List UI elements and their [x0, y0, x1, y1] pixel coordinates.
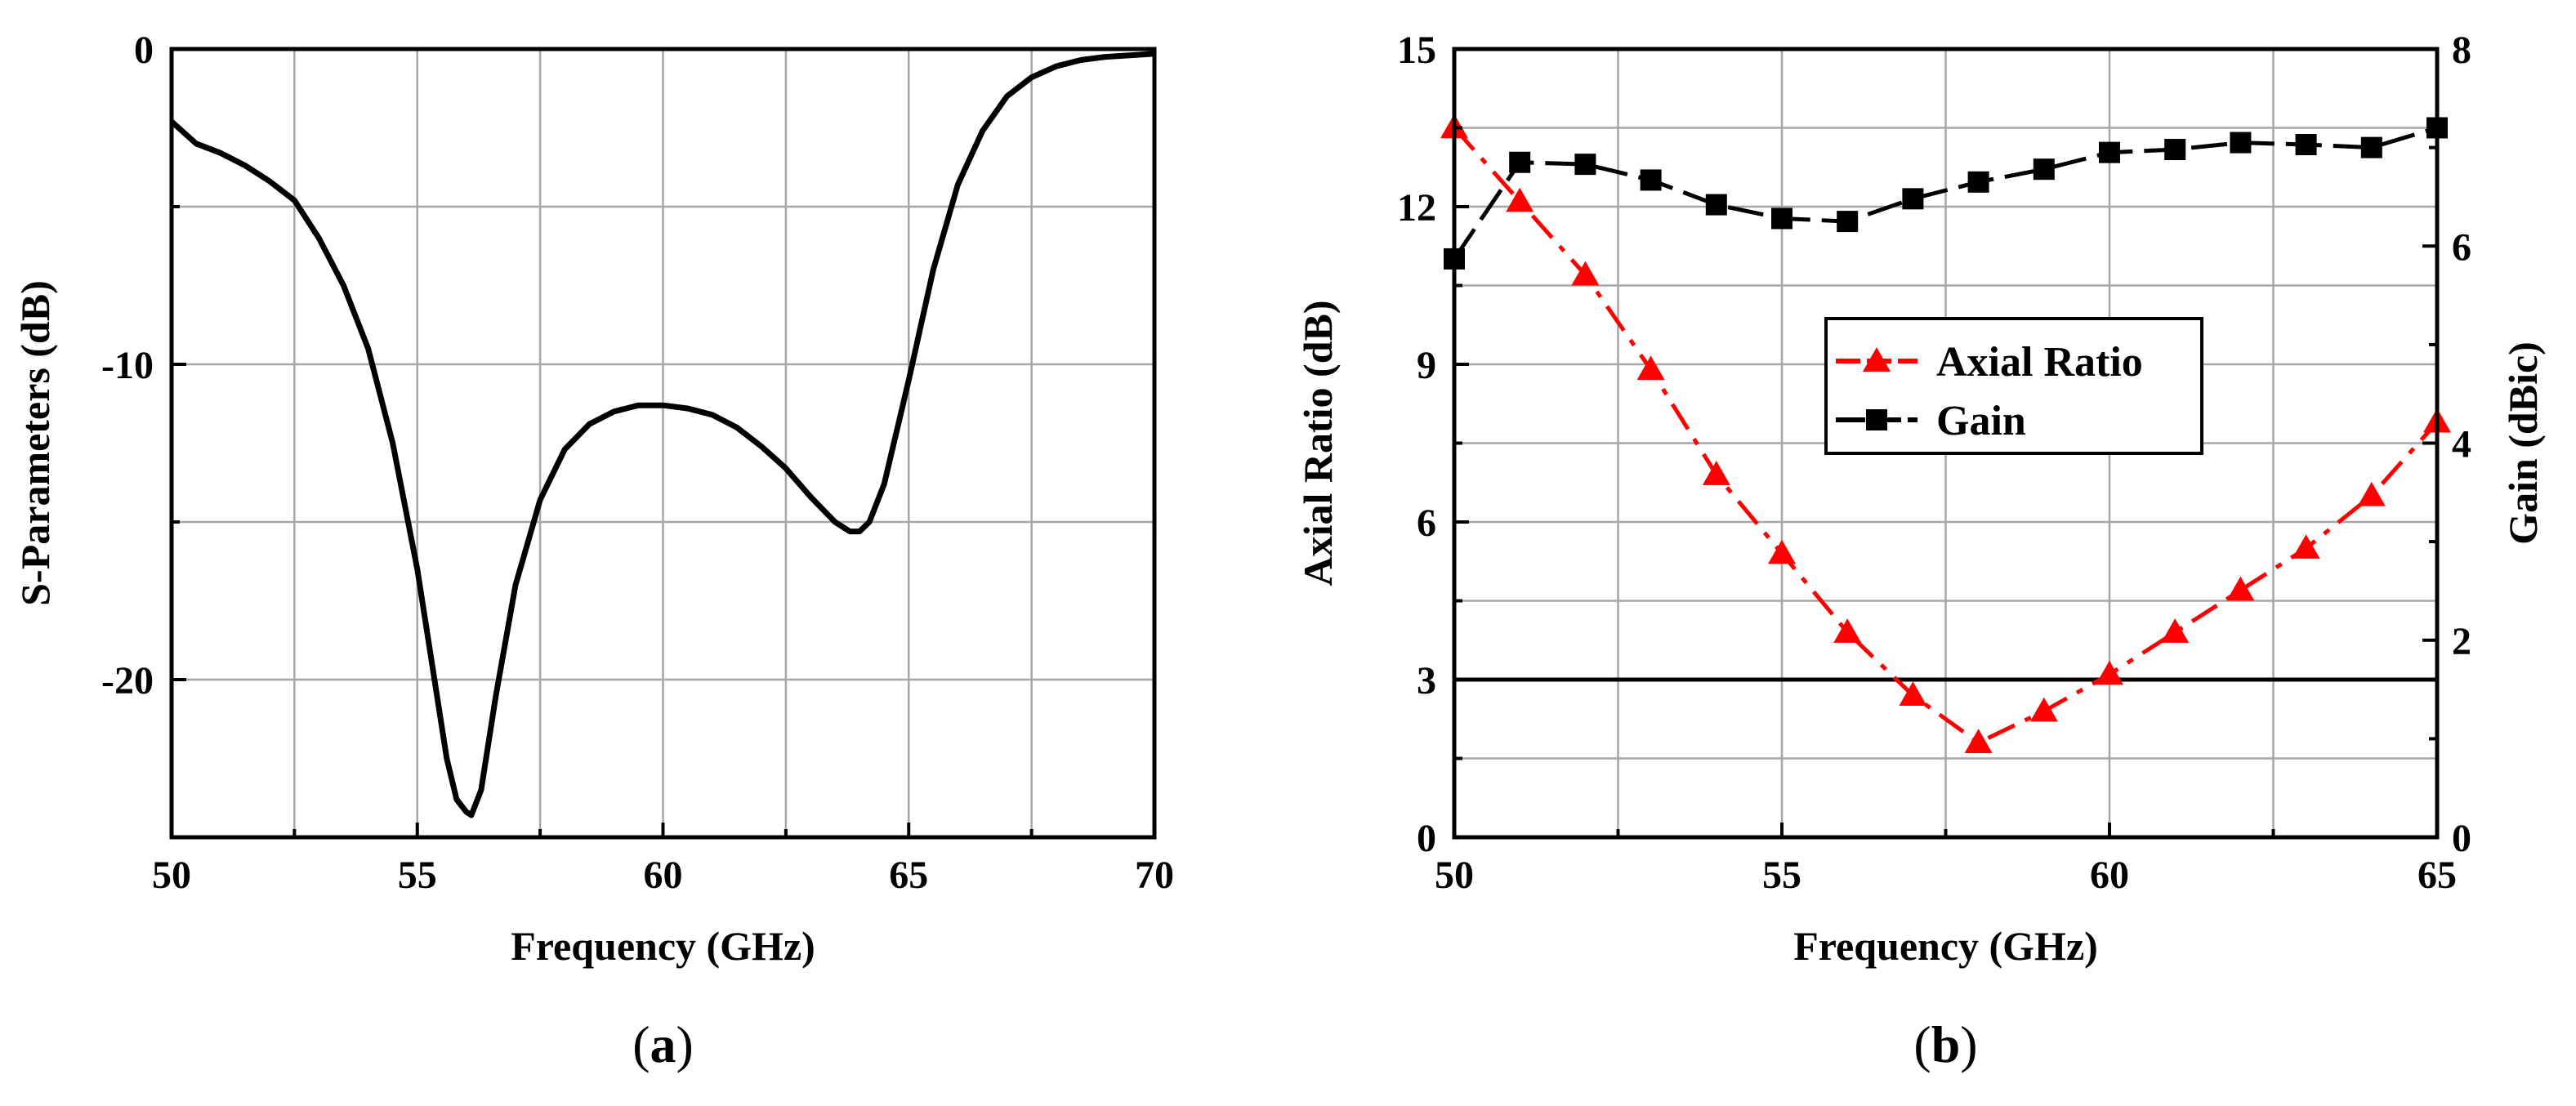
y-tick-label: -10	[101, 344, 154, 387]
axial-ratio-marker	[1833, 618, 1862, 643]
legend: Axial Ratio Gain	[1824, 317, 2203, 455]
legend-label: Gain	[1936, 398, 2026, 444]
y-tick-label: 0	[1417, 817, 1436, 860]
y-right-tick-label: 2	[2452, 620, 2471, 663]
y-axis-title: S-Parameters (dB)	[12, 280, 58, 606]
x-tick-label: 50	[1435, 854, 1474, 897]
y-tick-label: 3	[1417, 659, 1436, 702]
axial-ratio-marker	[1899, 681, 1927, 707]
panel-label: (b)	[1913, 1015, 1977, 1073]
axial-ratio-marker	[2161, 618, 2190, 643]
panel-label-close: )	[676, 1015, 694, 1073]
x-tick-label: 65	[889, 854, 928, 897]
x-tick-label: 50	[152, 854, 191, 897]
gain-marker	[1967, 171, 1989, 193]
y-right-tick-label: 6	[2452, 225, 2471, 269]
axial-ratio-marker	[1768, 539, 1796, 564]
x-axis-title: Frequency (GHz)	[511, 923, 815, 969]
gain-marker	[1705, 194, 1727, 216]
x-tick-label: 65	[2418, 854, 2457, 897]
axial-ratio-marker	[1702, 461, 1730, 485]
gain-marker	[2230, 132, 2252, 154]
axial-ratio-marker	[2096, 660, 2123, 685]
axial-ratio-marker	[2292, 534, 2320, 559]
axial-ratio-marker	[2029, 697, 2058, 722]
axial-ratio-marker	[1506, 187, 1534, 212]
y-right-axis-title: Gain (dBic)	[2500, 341, 2546, 545]
gain-marker	[2295, 134, 2317, 156]
legend-box	[1824, 317, 2203, 455]
panel-label-open: (	[1913, 1015, 1931, 1073]
panel-label-close: )	[1960, 1015, 1977, 1073]
legend-marker-axial-ratio	[1863, 347, 1891, 372]
x-tick-label: 60	[2090, 854, 2129, 897]
gain-marker	[1574, 154, 1596, 176]
legend-marker-gain	[1866, 409, 1887, 430]
gain-marker	[2164, 139, 2186, 161]
legend-label: Axial Ratio	[1936, 339, 2143, 386]
panel-label-letter: b	[1931, 1015, 1961, 1073]
panel-label: (a)	[632, 1015, 694, 1073]
y-tick-label: -20	[101, 659, 154, 702]
series-line-axial-ratio	[1453, 126, 2439, 745]
gain-marker	[1837, 211, 1859, 233]
y-right-tick-label: 0	[2452, 817, 2471, 860]
y-tick-label: 9	[1417, 344, 1436, 387]
axial-ratio-marker	[2357, 481, 2386, 506]
y-tick-label: 0	[134, 29, 154, 72]
x-tick-label: 70	[1135, 854, 1174, 897]
gain-marker	[2360, 136, 2382, 158]
x-axis-title: Frequency (GHz)	[1793, 923, 2098, 969]
gain-marker	[2099, 141, 2120, 163]
y-tick-label: 6	[1417, 502, 1436, 545]
panel-label-open: (	[632, 1015, 650, 1073]
y-right-tick-label: 4	[2452, 423, 2471, 466]
gain-marker	[2033, 158, 2055, 181]
x-tick-label: 55	[398, 854, 437, 897]
series-line-s11	[169, 51, 1155, 818]
gain-marker	[1902, 188, 1924, 210]
axial-ratio-marker	[1964, 729, 1993, 753]
axial-ratio-marker	[2226, 576, 2255, 601]
gain-marker	[1640, 169, 1662, 191]
x-tick-label: 60	[644, 854, 683, 897]
panel-a-chart: 50 55 60 65 70 0 -10 -20 Frequency (GHz) S-Parame…	[12, 29, 1174, 1073]
y-right-tick-label: 8	[2452, 29, 2471, 72]
gain-marker	[1509, 151, 1531, 173]
y-tick-label: 15	[1397, 29, 1436, 72]
gain-marker	[1771, 207, 1792, 230]
x-tick-label: 55	[1762, 854, 1801, 897]
y-tick-label: 12	[1397, 186, 1436, 230]
y-axis-title: Axial Ratio (dB)	[1295, 301, 1341, 586]
axial-ratio-marker	[1636, 355, 1665, 381]
panel-label-letter: a	[650, 1015, 676, 1073]
series-line-gain	[1452, 126, 2438, 261]
axial-ratio-marker	[1571, 261, 1600, 286]
